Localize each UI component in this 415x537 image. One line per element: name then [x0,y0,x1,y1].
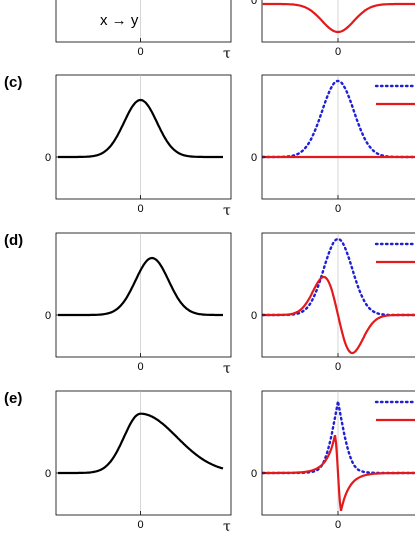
panel-d-right-y-tick: 0 [251,310,257,322]
panel-c-left-x-axis-symbol: τ [223,203,231,219]
panel-top-left-frame [55,0,232,43]
panel-top-left-x-axis-symbol: τ [223,46,231,62]
panel-top-right-x-tick: 0 [335,46,341,58]
panel-e-right-series-1 [262,434,415,512]
panel-top-right-y-tick: 0 [251,0,257,7]
panel-d-right-x-tick: 0 [335,361,341,373]
panel-d-left-label: (d) [4,232,23,249]
panel-e-left-series-0 [58,412,224,475]
panel-c-left-x-tick: 0 [138,203,144,215]
panel-e-left-frame [55,390,232,516]
panel-e-right-y-tick: 0 [251,468,257,480]
panel-c-right-series-0 [261,79,415,159]
panel-e-left-y-tick: 0 [45,468,51,480]
panel-c-left-frame [55,74,232,200]
panel-top-right-series-0 [262,2,415,34]
panel-top-right-frame [261,0,415,43]
panel-d-left-series-0 [58,256,223,317]
panel-e-right-frame [261,390,415,516]
panel-c-right-x-tick: 0 [335,203,341,215]
panel-d-left-y-tick: 0 [45,310,51,322]
panel-e-right-series-0 [261,400,415,475]
panel-e-left-x-axis-symbol: τ [223,519,231,535]
panel-d-right-frame [261,232,415,358]
panel-e-left-label: (e) [4,390,22,407]
panel-c-left-label: (c) [4,74,22,91]
panel-e-left-x-tick: 0 [138,519,144,531]
panel-top-left-annotation: x → y [100,12,139,29]
panel-c-left-series-0 [58,98,223,159]
panel-d-left-x-tick: 0 [138,361,144,373]
panel-e-right-x-tick: 0 [335,519,341,531]
panel-c-right-y-tick: 0 [251,152,257,164]
panel-d-right-series-0 [261,237,415,317]
panel-d-left-x-axis-symbol: τ [223,361,231,377]
panel-c-right-frame [261,74,415,200]
panel-d-left-frame [55,232,232,358]
panel-d-right-series-1 [262,275,415,355]
panel-c-left-y-tick: 0 [45,152,51,164]
panel-top-left-x-tick: 0 [138,46,144,58]
